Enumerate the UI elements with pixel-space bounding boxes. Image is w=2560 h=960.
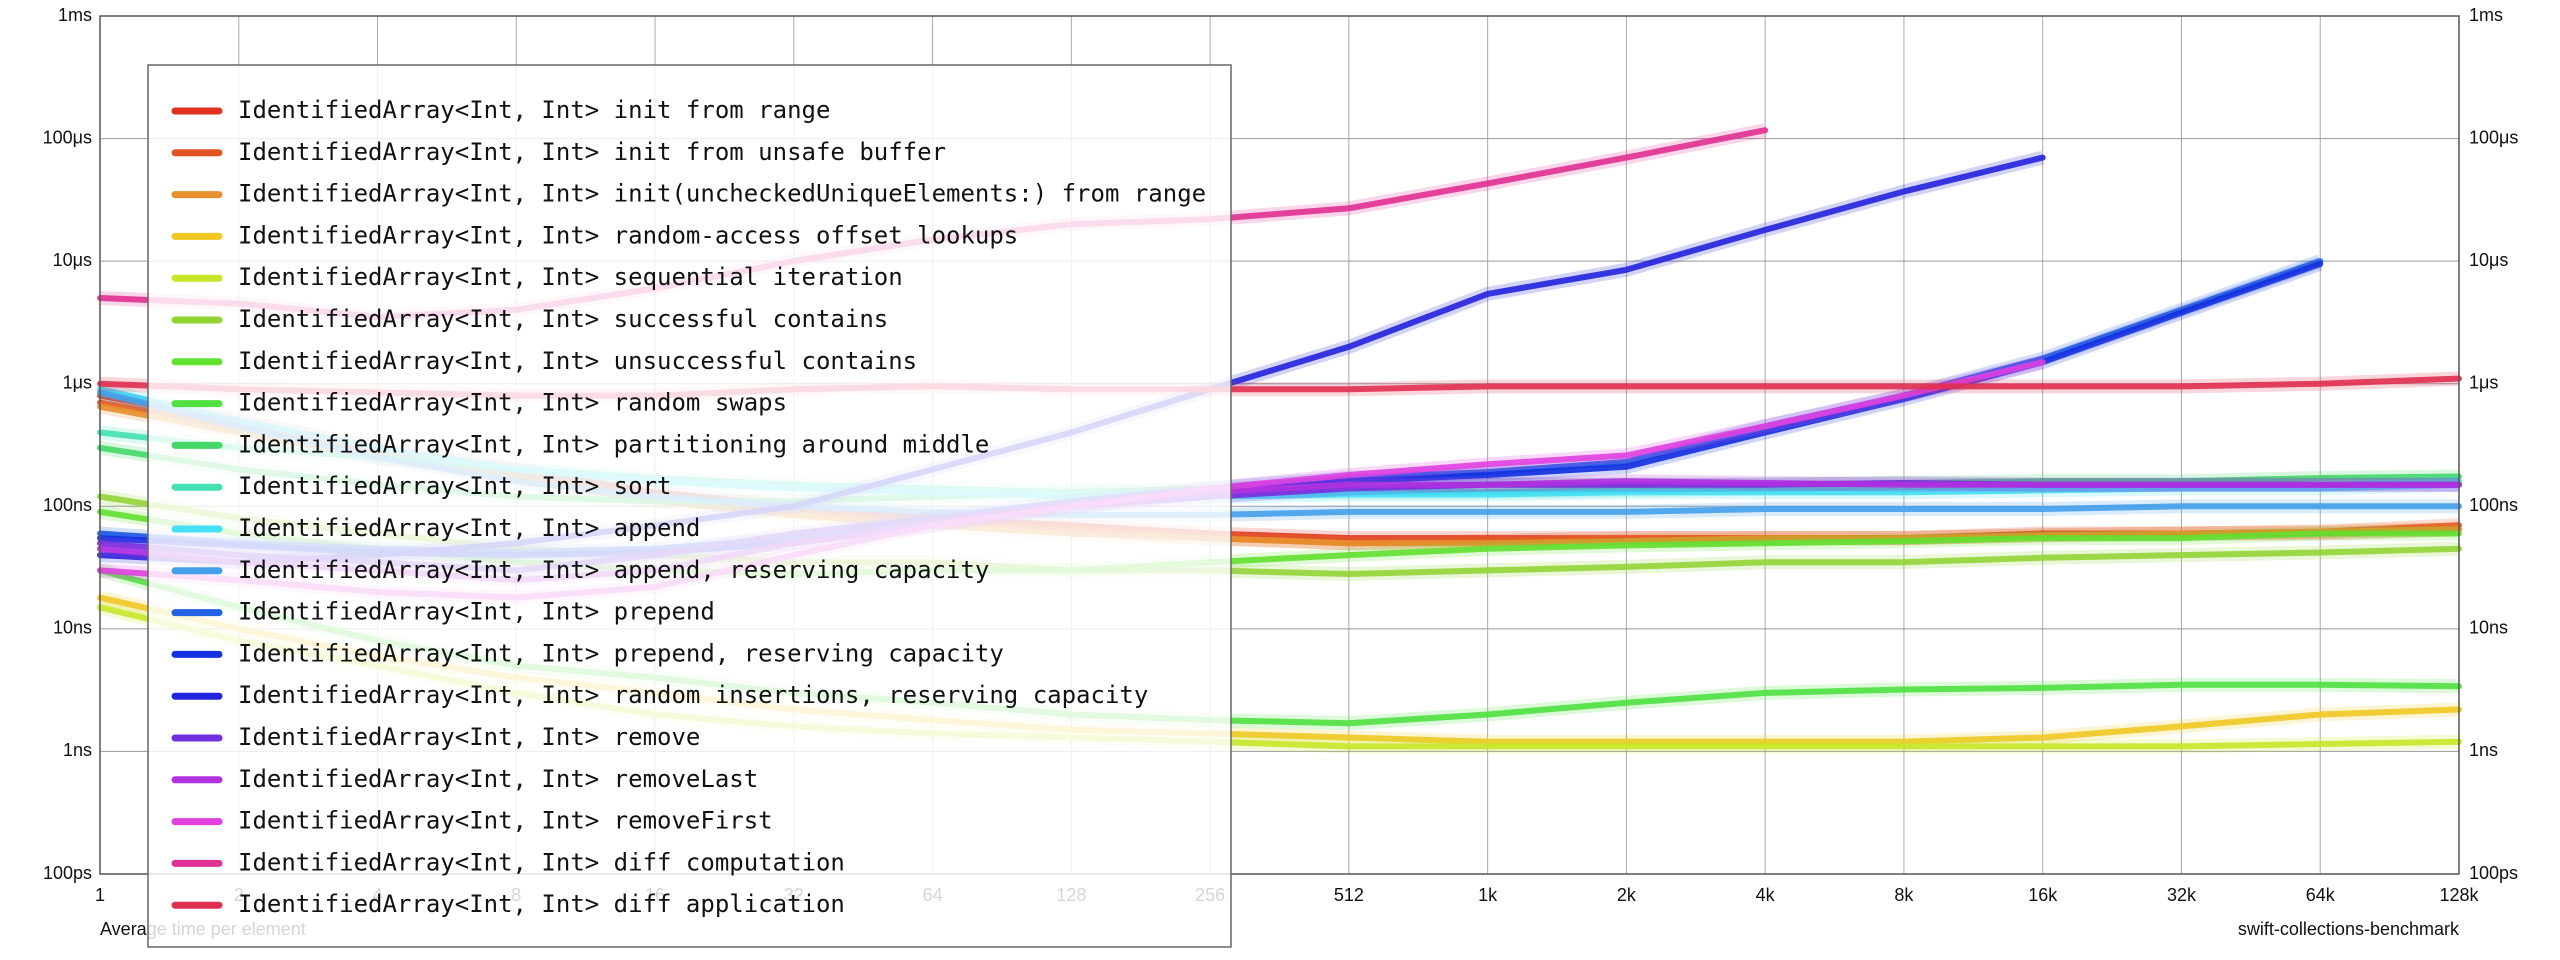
legend-label: IdentifiedArray<Int, Int> successful con… (238, 305, 888, 333)
x-tick-label: 512 (1334, 885, 1364, 905)
y-tick-label-right: 1μs (2469, 372, 2498, 392)
y-tick-label: 100μs (43, 127, 92, 147)
y-tick-label: 10ns (53, 618, 92, 638)
y-tick-label-right: 1ms (2469, 5, 2503, 25)
legend-label: IdentifiedArray<Int, Int> random inserti… (238, 681, 1148, 709)
x-tick-label: 2k (1617, 885, 1637, 905)
credit: swift-collections-benchmark (2238, 919, 2460, 939)
x-tick-label: 32k (2167, 885, 2197, 905)
legend-label: IdentifiedArray<Int, Int> random swaps (238, 389, 787, 417)
legend-label: IdentifiedArray<Int, Int> prepend (238, 598, 715, 626)
x-tick-label: 64k (2306, 885, 2336, 905)
legend-label: IdentifiedArray<Int, Int> sequential ite… (238, 263, 903, 291)
x-tick-label: 16k (2028, 885, 2058, 905)
y-tick-label: 100ns (43, 495, 92, 515)
legend-label: IdentifiedArray<Int, Int> removeFirst (238, 807, 773, 835)
y-tick-label: 1ms (58, 5, 92, 25)
y-tick-label-right: 100μs (2469, 127, 2518, 147)
legend-label: IdentifiedArray<Int, Int> append, reserv… (238, 556, 989, 584)
legend-label: IdentifiedArray<Int, Int> init from rang… (238, 96, 830, 124)
legend: IdentifiedArray<Int, Int> init from rang… (147, 64, 1232, 948)
x-tick-label: 4k (1756, 885, 1776, 905)
y-tick-label-right: 10μs (2469, 250, 2508, 270)
legend-label: IdentifiedArray<Int, Int> removeLast (238, 765, 758, 793)
legend-label: IdentifiedArray<Int, Int> init from unsa… (238, 138, 946, 166)
legend-label: IdentifiedArray<Int, Int> diff applicati… (238, 890, 845, 918)
y-tick-label: 100ps (43, 863, 92, 883)
legend-label: IdentifiedArray<Int, Int> unsuccessful c… (238, 347, 917, 375)
legend-label: IdentifiedArray<Int, Int> random-access … (238, 221, 1018, 249)
y-tick-label: 1μs (63, 372, 92, 392)
plot-frame (99, 15, 2460, 875)
x-tick-label: 8k (1894, 885, 1914, 905)
y-tick-label: 1ns (63, 740, 92, 760)
legend-label: IdentifiedArray<Int, Int> sort (238, 472, 671, 500)
y-tick-label: 10μs (53, 250, 92, 270)
legend-label: IdentifiedArray<Int, Int> prepend, reser… (238, 639, 1004, 667)
legend-label: IdentifiedArray<Int, Int> diff computati… (238, 848, 845, 876)
x-tick-label: 1k (1478, 885, 1498, 905)
y-tick-label-right: 100ps (2469, 863, 2518, 883)
x-tick-label: 1 (95, 885, 105, 905)
y-tick-label-right: 1ns (2469, 740, 2498, 760)
y-tick-label-right: 10ns (2469, 618, 2508, 638)
legend-label: IdentifiedArray<Int, Int> init(unchecked… (238, 180, 1206, 208)
y-tick-label-right: 100ns (2469, 495, 2518, 515)
legend-label: IdentifiedArray<Int, Int> partitioning a… (238, 430, 989, 458)
legend-box (147, 64, 1232, 948)
legend-label: IdentifiedArray<Int, Int> append (238, 514, 700, 542)
x-tick-label: 128k (2439, 885, 2479, 905)
legend-label: IdentifiedArray<Int, Int> remove (238, 723, 700, 751)
